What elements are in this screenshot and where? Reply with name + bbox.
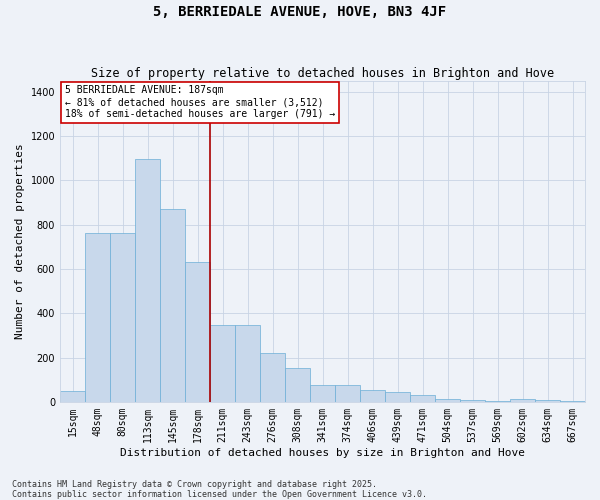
Bar bbox=[285, 368, 310, 402]
Bar bbox=[360, 390, 385, 402]
Title: Size of property relative to detached houses in Brighton and Hove: Size of property relative to detached ho… bbox=[91, 66, 554, 80]
Bar bbox=[410, 395, 435, 402]
Text: 5, BERRIEDALE AVENUE, HOVE, BN3 4JF: 5, BERRIEDALE AVENUE, HOVE, BN3 4JF bbox=[154, 5, 446, 19]
Bar bbox=[560, 400, 585, 402]
Bar bbox=[185, 262, 210, 402]
Bar bbox=[510, 399, 535, 402]
Text: 5 BERRIEDALE AVENUE: 187sqm
← 81% of detached houses are smaller (3,512)
18% of : 5 BERRIEDALE AVENUE: 187sqm ← 81% of det… bbox=[65, 86, 335, 118]
Y-axis label: Number of detached properties: Number of detached properties bbox=[15, 144, 25, 339]
X-axis label: Distribution of detached houses by size in Brighton and Hove: Distribution of detached houses by size … bbox=[120, 448, 525, 458]
Bar bbox=[60, 391, 85, 402]
Bar bbox=[385, 392, 410, 402]
Bar bbox=[135, 160, 160, 402]
Bar bbox=[235, 326, 260, 402]
Bar bbox=[435, 399, 460, 402]
Bar bbox=[335, 385, 360, 402]
Bar bbox=[85, 234, 110, 402]
Bar bbox=[210, 326, 235, 402]
Bar bbox=[310, 385, 335, 402]
Bar bbox=[260, 353, 285, 402]
Bar bbox=[110, 234, 135, 402]
Bar bbox=[535, 400, 560, 402]
Text: Contains HM Land Registry data © Crown copyright and database right 2025.
Contai: Contains HM Land Registry data © Crown c… bbox=[12, 480, 427, 499]
Bar bbox=[160, 209, 185, 402]
Bar bbox=[460, 400, 485, 402]
